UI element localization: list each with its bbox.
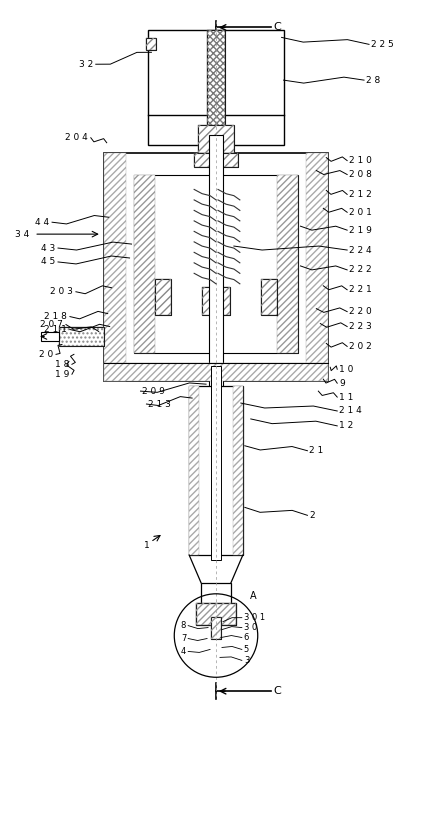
Bar bbox=[59, 327, 104, 346]
Bar bbox=[104, 152, 328, 381]
Bar bbox=[146, 38, 156, 50]
Text: 2 0 4: 2 0 4 bbox=[65, 133, 88, 143]
Bar bbox=[211, 617, 221, 639]
Bar bbox=[146, 38, 156, 50]
Text: 3: 3 bbox=[244, 656, 249, 665]
Text: 2 8: 2 8 bbox=[366, 75, 380, 84]
Bar bbox=[198, 124, 234, 152]
Bar bbox=[209, 135, 223, 443]
Text: 3 4: 3 4 bbox=[15, 229, 29, 238]
Bar bbox=[202, 287, 230, 314]
Text: 2 1 8: 2 1 8 bbox=[44, 312, 67, 321]
Text: A: A bbox=[250, 590, 256, 601]
Bar bbox=[198, 124, 234, 152]
Bar bbox=[133, 174, 155, 353]
Text: C: C bbox=[274, 22, 281, 33]
Text: 1 0: 1 0 bbox=[339, 364, 354, 373]
Bar bbox=[189, 386, 243, 555]
Text: C: C bbox=[274, 686, 281, 696]
Text: 8: 8 bbox=[181, 621, 186, 630]
Bar bbox=[196, 603, 236, 625]
Text: 4 3: 4 3 bbox=[41, 243, 55, 252]
Text: 2 1 2: 2 1 2 bbox=[349, 190, 372, 199]
Bar bbox=[104, 364, 328, 381]
Text: 2 1 4: 2 1 4 bbox=[339, 406, 362, 415]
Text: 2 0 2: 2 0 2 bbox=[349, 342, 372, 351]
Bar bbox=[189, 386, 199, 555]
Bar bbox=[307, 152, 328, 381]
Text: 2: 2 bbox=[310, 511, 315, 520]
Bar bbox=[41, 332, 59, 342]
Text: 2 1 3: 2 1 3 bbox=[149, 400, 171, 409]
Bar bbox=[233, 386, 243, 555]
Bar bbox=[194, 152, 238, 166]
Text: 2 1 1: 2 1 1 bbox=[44, 325, 67, 334]
Text: 2 1: 2 1 bbox=[310, 446, 323, 455]
Text: 9: 9 bbox=[339, 378, 345, 387]
Text: 1 2: 1 2 bbox=[339, 422, 353, 431]
Bar bbox=[211, 617, 221, 639]
Text: 6: 6 bbox=[244, 633, 249, 642]
Text: 2 0 8: 2 0 8 bbox=[349, 170, 372, 179]
Text: 2 2 5: 2 2 5 bbox=[371, 40, 394, 49]
Text: 2 2 3: 2 2 3 bbox=[349, 322, 372, 331]
Text: 2 2 2: 2 2 2 bbox=[349, 265, 372, 274]
Bar bbox=[196, 603, 236, 625]
Text: 2 1 9: 2 1 9 bbox=[349, 226, 372, 235]
Bar bbox=[261, 278, 277, 314]
Bar bbox=[155, 278, 171, 314]
Text: 2 0 7: 2 0 7 bbox=[40, 320, 63, 329]
Text: 4: 4 bbox=[181, 647, 186, 656]
Text: 4 4: 4 4 bbox=[35, 218, 49, 227]
Text: 2 0: 2 0 bbox=[39, 350, 53, 359]
Text: 3 0: 3 0 bbox=[244, 623, 257, 632]
Text: 2 2 4: 2 2 4 bbox=[349, 246, 372, 255]
Text: 3 2: 3 2 bbox=[78, 60, 93, 69]
Text: 2 1 0: 2 1 0 bbox=[349, 156, 372, 165]
Text: 2 0 1: 2 0 1 bbox=[349, 208, 372, 217]
Bar bbox=[207, 30, 225, 150]
Bar bbox=[277, 174, 298, 353]
Text: 1 1: 1 1 bbox=[339, 392, 354, 401]
Bar bbox=[155, 278, 171, 314]
Text: 7: 7 bbox=[181, 634, 186, 643]
Bar bbox=[133, 174, 298, 353]
Text: 1 8: 1 8 bbox=[55, 360, 69, 369]
Text: 1: 1 bbox=[143, 541, 149, 550]
Text: 1 9: 1 9 bbox=[55, 369, 69, 378]
Text: 2 0 9: 2 0 9 bbox=[142, 387, 165, 396]
Text: 2 2 0: 2 2 0 bbox=[349, 307, 372, 316]
Text: 4 5: 4 5 bbox=[41, 257, 55, 266]
Text: 2 0 3: 2 0 3 bbox=[50, 287, 73, 296]
Bar bbox=[207, 30, 225, 150]
Bar bbox=[149, 30, 284, 145]
Bar bbox=[194, 152, 238, 166]
Bar bbox=[201, 583, 231, 611]
Text: 2 2 1: 2 2 1 bbox=[349, 285, 372, 294]
Bar bbox=[202, 287, 230, 314]
Bar bbox=[59, 327, 104, 346]
Bar bbox=[104, 152, 126, 381]
Bar bbox=[261, 278, 277, 314]
Text: 3 0 1: 3 0 1 bbox=[244, 613, 265, 622]
Text: 5: 5 bbox=[244, 645, 249, 654]
Bar bbox=[211, 366, 221, 560]
